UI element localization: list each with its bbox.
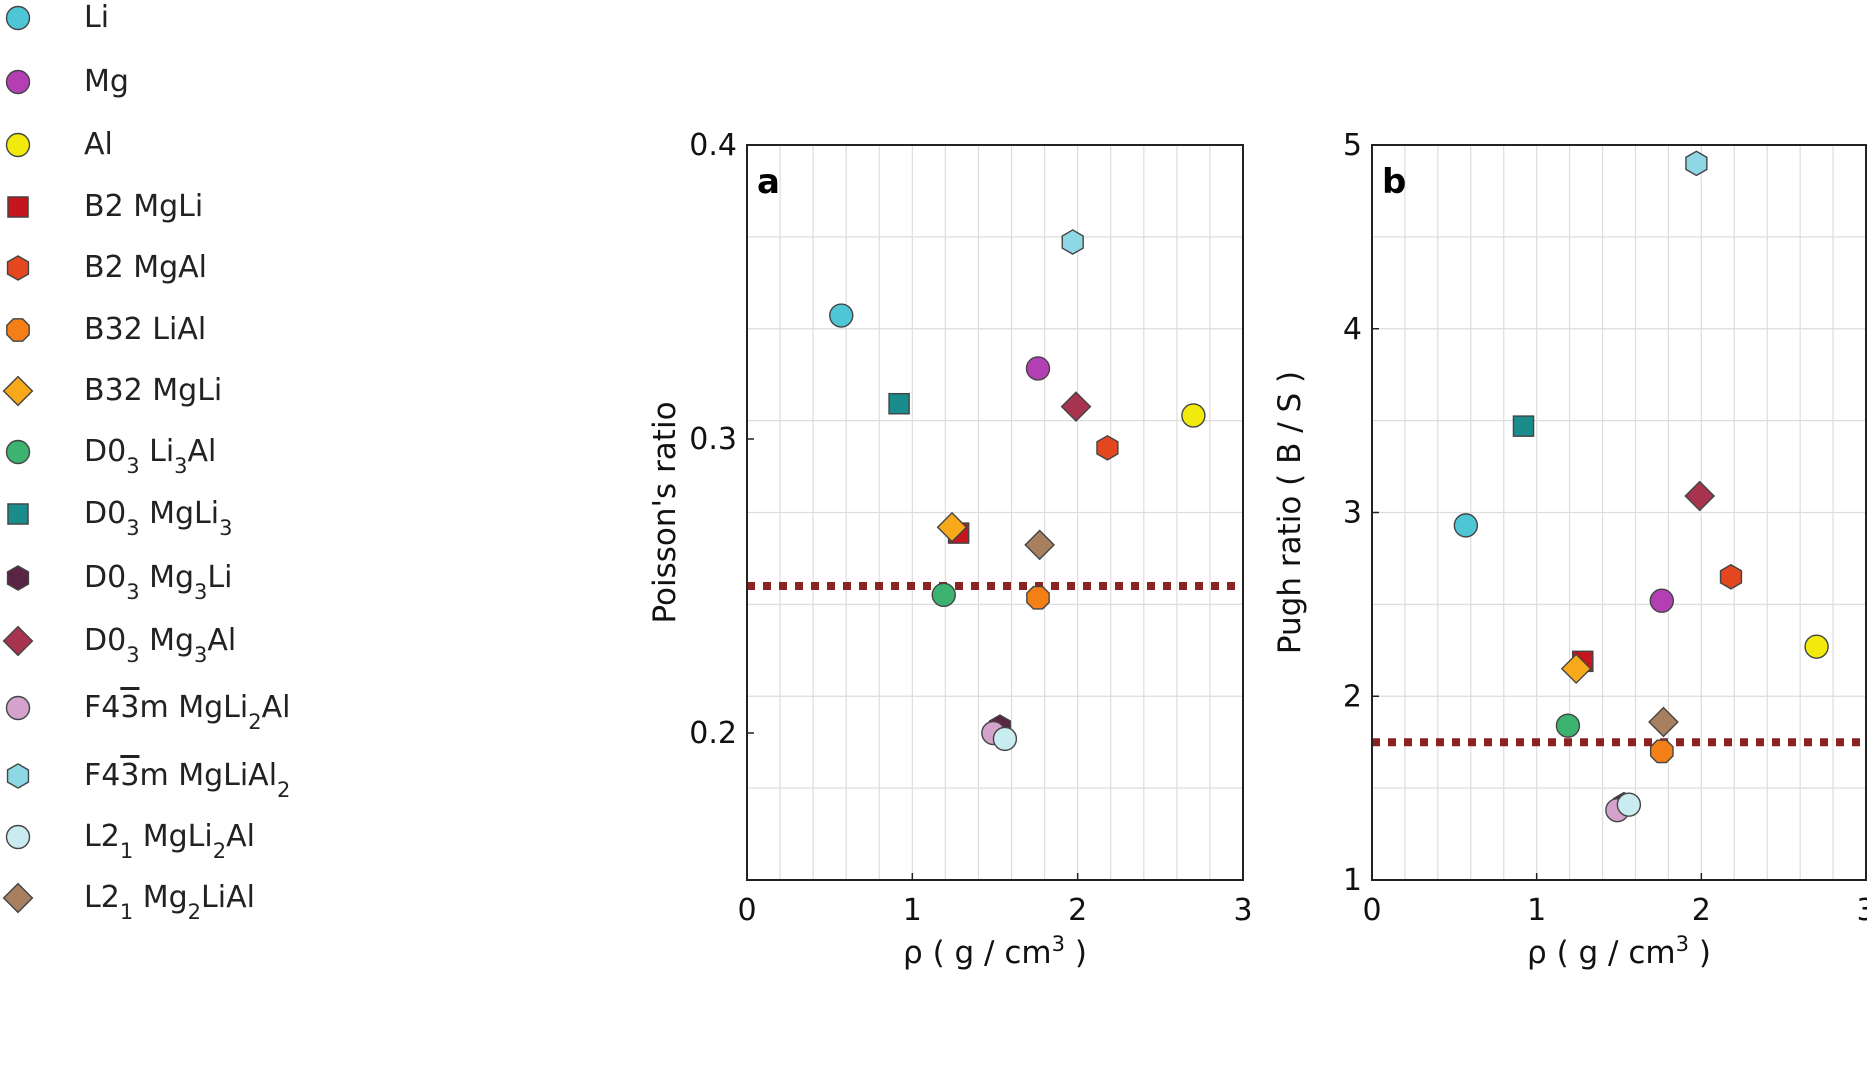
data-point-b2-mgal bbox=[1719, 563, 1743, 590]
legend-label-d03-mg3al: D03 Mg3Al bbox=[84, 623, 236, 667]
legend-marker-b32-lial bbox=[6, 318, 30, 342]
legend: Li Mg Al B2 MgLi B2 MgAl B32 LiAl B32 MgLi D03 … bbox=[2, 0, 290, 924]
data-point-b32-mgli bbox=[936, 511, 968, 543]
legend-label-b32-lial: B32 LiAl bbox=[84, 312, 206, 347]
y-tick-label: 0.3 bbox=[689, 422, 737, 457]
legend-marker-li bbox=[5, 5, 31, 31]
x-tick-label: 3 bbox=[1856, 893, 1867, 928]
data-point-b2-mgal bbox=[1096, 434, 1119, 461]
y-tick-label: 3 bbox=[1343, 496, 1362, 531]
legend-marker-b2-mgal bbox=[6, 255, 30, 281]
legend-label-d03-li3al: D03 Li3Al bbox=[84, 434, 216, 478]
y-tick-label: 5 bbox=[1343, 128, 1362, 163]
legend-marker-f4-3m-mgli2al bbox=[5, 695, 31, 721]
legend-label-d03-mgli3: D03 MgLi3 bbox=[84, 496, 232, 540]
y-tick-label: 2 bbox=[1343, 679, 1362, 714]
legend-label-b32-mgli: B32 MgLi bbox=[84, 373, 222, 408]
data-point-l21-mg2lial bbox=[1648, 706, 1679, 738]
legend-label-l21-mg2lial: L21 Mg2LiAl bbox=[84, 880, 255, 924]
x-tick-label: 1 bbox=[1527, 893, 1546, 928]
data-point-mg bbox=[1025, 356, 1051, 381]
x-axis-title: ρ ( g / cm3 ) bbox=[903, 932, 1087, 971]
data-point-b32-lial bbox=[1649, 739, 1674, 764]
x-tick-label: 0 bbox=[737, 893, 756, 928]
data-point-mg bbox=[1649, 588, 1675, 613]
data-points bbox=[829, 229, 1206, 752]
x-tick-label: 0 bbox=[1362, 893, 1381, 928]
y-tick-label: 4 bbox=[1343, 312, 1362, 347]
y-tick-label: 0.2 bbox=[689, 716, 737, 751]
data-point-b32-mgli bbox=[1560, 653, 1592, 685]
data-point-f4-3m-mglial2 bbox=[1061, 229, 1084, 255]
data-point-d03-mgli3 bbox=[1512, 415, 1535, 437]
legend-marker-l21-mgli2al bbox=[5, 824, 31, 850]
data-point-al bbox=[1181, 403, 1206, 428]
y-axis-title: Poisson's ratio bbox=[647, 401, 683, 623]
legend-marker-b32-mgli bbox=[2, 375, 34, 407]
data-point-d03-mgli3 bbox=[888, 392, 910, 415]
x-tick-label: 1 bbox=[903, 893, 922, 928]
data-point-l21-mgli2al bbox=[1616, 792, 1642, 817]
panel-a: 0 1 2 3 0.2 0.3 0.4 a ρ ( g / cm3 ) Poisson's rat… bbox=[647, 128, 1253, 971]
legend-marker-f4-3m-mglial2 bbox=[6, 763, 30, 789]
x-tick-label: 3 bbox=[1233, 893, 1252, 928]
legend-label-f4-3m-mgli2al: F43m MgLi2Al bbox=[84, 690, 290, 734]
legend-marker-d03-li3al bbox=[5, 439, 31, 465]
data-point-li bbox=[829, 303, 854, 328]
data-point-f4-3m-mglial2 bbox=[1685, 150, 1708, 177]
legend-marker-al bbox=[5, 132, 31, 158]
data-point-b32-lial bbox=[1026, 585, 1050, 610]
legend-marker-d03-mg3al bbox=[2, 625, 34, 657]
legend-marker-b2-mgli bbox=[7, 196, 29, 218]
data-point-d03-li3al bbox=[1555, 713, 1581, 738]
legend-marker-mg bbox=[5, 69, 31, 95]
legend-marker-l21-mg2lial bbox=[2, 882, 34, 914]
y-tick-label: 0.4 bbox=[689, 128, 737, 163]
y-axis-title: Pugh ratio ( B / S ) bbox=[1272, 371, 1308, 654]
legend-label-b2-mgli: B2 MgLi bbox=[84, 189, 203, 224]
x-tick-label: 2 bbox=[1068, 893, 1087, 928]
legend-label-d03-mg3li: D03 Mg3Li bbox=[84, 560, 232, 604]
grid bbox=[747, 145, 1243, 880]
data-point-al bbox=[1804, 634, 1829, 659]
panel-label: b bbox=[1382, 162, 1406, 202]
x-axis-title: ρ ( g / cm3 ) bbox=[1527, 932, 1711, 971]
data-point-d03-li3al bbox=[931, 582, 956, 608]
data-point-d03-mg3al bbox=[1060, 391, 1092, 423]
legend-label-b2-mgal: B2 MgAl bbox=[84, 250, 207, 285]
legend-label-l21-mgli2al: L21 MgLi2Al bbox=[84, 819, 255, 863]
data-point-d03-mg3al bbox=[1684, 480, 1716, 512]
data-points bbox=[1453, 150, 1829, 823]
legend-label-li: Li bbox=[84, 0, 109, 35]
x-tick-label: 2 bbox=[1692, 893, 1711, 928]
legend-marker-d03-mgli3 bbox=[7, 503, 29, 525]
y-tick-label: 1 bbox=[1343, 863, 1362, 898]
plot-frame bbox=[746, 144, 1244, 881]
data-point-l21-mgli2al bbox=[992, 726, 1018, 752]
legend-label-f4-3m-mglial2: F43m MgLiAl2 bbox=[84, 758, 290, 802]
legend-label-al: Al bbox=[84, 127, 113, 162]
grid bbox=[1372, 145, 1866, 880]
legend-marker-d03-mg3li bbox=[6, 565, 30, 591]
panel-label: a bbox=[757, 162, 780, 202]
data-point-li bbox=[1453, 513, 1479, 538]
legend-label-mg: Mg bbox=[84, 64, 129, 99]
data-point-l21-mg2lial bbox=[1024, 529, 1056, 561]
